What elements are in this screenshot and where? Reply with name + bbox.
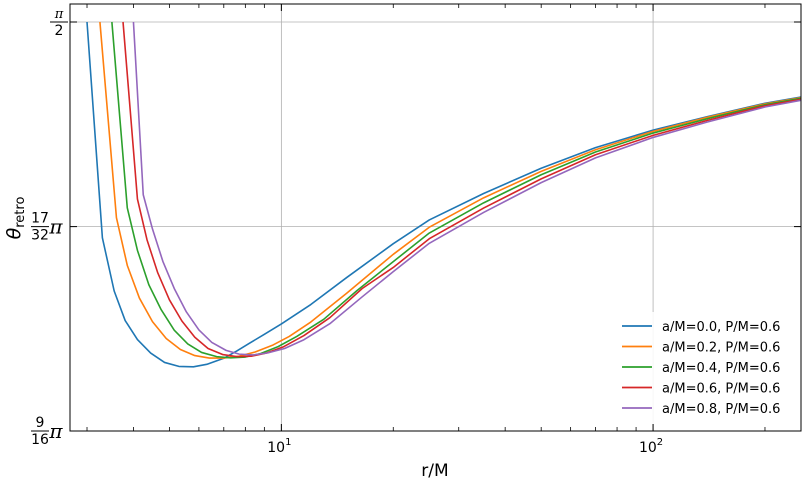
series-line-1 bbox=[99, 21, 801, 359]
legend-label: a/M=0.0, P/M=0.6 bbox=[662, 320, 780, 335]
y-tick-label-num: π bbox=[54, 7, 64, 22]
y-tick-label-suffix: π bbox=[48, 215, 63, 239]
y-axis-label: θretro bbox=[3, 197, 28, 240]
y-tick-label-num: 9 bbox=[36, 415, 45, 431]
legend-label: a/M=0.2, P/M=0.6 bbox=[662, 341, 780, 356]
x-tick-label-base: 10 bbox=[267, 440, 285, 456]
x-tick-label-exp: 2 bbox=[657, 437, 663, 448]
y-tick-label-den: 2 bbox=[55, 23, 64, 39]
y-tick-label-num: 17 bbox=[31, 211, 49, 227]
legend-label: a/M=0.4, P/M=0.6 bbox=[662, 361, 780, 376]
series-line-2 bbox=[111, 21, 801, 359]
x-tick-label-exp: 1 bbox=[285, 437, 291, 448]
legend: a/M=0.0, P/M=0.6 a/M=0.2, P/M=0.6 a/M=0.4,… bbox=[612, 312, 796, 424]
y-tick-label: 916 π bbox=[31, 415, 63, 448]
x-tick-label-base: 10 bbox=[639, 440, 657, 456]
series-line-4 bbox=[132, 21, 801, 356]
y-tick-label-den: 16 bbox=[31, 432, 49, 448]
y-tick-label-suffix: π bbox=[48, 419, 63, 443]
y-tick-label-den: 32 bbox=[31, 228, 49, 244]
ticks bbox=[70, 4, 801, 432]
legend-label: a/M=0.8, P/M=0.6 bbox=[662, 402, 780, 417]
x-tick-label: 102 bbox=[639, 437, 663, 456]
x-axis-label: r/M bbox=[421, 461, 448, 480]
x-tick-label: 101 bbox=[267, 437, 291, 456]
y-axis-label-sub: retro bbox=[13, 197, 28, 228]
y-tick-label: π2 bbox=[50, 7, 68, 39]
series-line-0 bbox=[86, 21, 801, 368]
y-axis-label-main: θ bbox=[3, 227, 25, 239]
legend-frame bbox=[612, 312, 796, 424]
plot-frame bbox=[69, 3, 802, 432]
series-line-3 bbox=[122, 21, 801, 358]
series-group bbox=[86, 21, 801, 368]
legend-label: a/M=0.6, P/M=0.6 bbox=[662, 382, 780, 397]
